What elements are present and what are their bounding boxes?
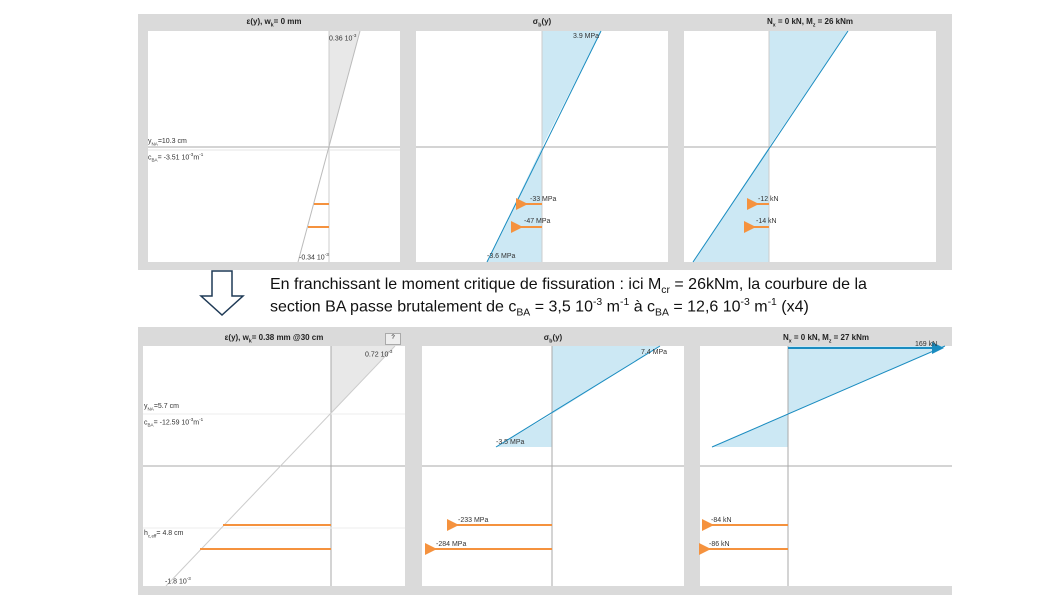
caption-sub: BA	[655, 307, 669, 319]
title-text: N	[783, 333, 789, 342]
value-text: -1.8 10	[165, 578, 187, 586]
top-cba-label: cBA= -3.51 10-3m-1	[148, 152, 204, 163]
top-stress-bar2-value: -47 MPa	[524, 218, 551, 225]
cba-unit-exp: -1	[199, 417, 204, 422]
yna-value: =10.3 cm	[157, 138, 187, 145]
value-text: -0.34 10	[299, 254, 325, 262]
title-text: (y)	[552, 333, 563, 342]
caption-sup: -1	[767, 297, 777, 308]
title-sub: k	[270, 22, 274, 29]
caption-line-2: section BA passe brutalement de cBA = 3,…	[270, 297, 809, 319]
top-stress-top-value: 3.9 MPa	[573, 33, 600, 40]
title-sub: x	[772, 22, 776, 29]
caption-text: En franchissant le moment critique de fi…	[270, 276, 662, 293]
title-sub: b	[549, 338, 553, 345]
bottom-forces-bar1-value: -84 kN	[711, 517, 732, 524]
bottom-strain-line	[165, 345, 396, 587]
bottom-stress-line	[495, 345, 661, 448]
bottom-stress-top-value: 7.4 MPa	[641, 349, 668, 356]
bottom-forces-top-value: 169 kN	[915, 341, 938, 348]
top-strain-title: ε(y), wk= 0 mm	[148, 17, 400, 29]
title-text: σ	[543, 333, 550, 342]
title-text: (y)	[541, 17, 552, 26]
caption-sub: BA	[516, 307, 531, 319]
caption-text: à c	[629, 298, 656, 316]
top-stress-bottom-value: -3.6 MPa	[487, 253, 516, 260]
cba-unit: m	[193, 419, 200, 427]
bottom-hceff-label: hc,eff= 4.8 cm	[144, 530, 184, 539]
value-exp: -3	[388, 349, 393, 354]
value-text: 0.72 10	[365, 351, 389, 359]
caption-sup: -3	[740, 297, 750, 308]
title-text: σ	[532, 17, 539, 26]
caption-sub: cr	[661, 285, 670, 297]
bottom-stress-bar1-value: -233 MPa	[458, 517, 489, 524]
title-sub: b	[538, 22, 542, 29]
bottom-strain-bottom-value: -1.8 10-3	[165, 576, 191, 585]
top-stress-title: σb(y)	[416, 17, 668, 29]
cba-exp: -3	[189, 152, 194, 157]
hceff-value: = 4.8 cm	[156, 530, 184, 537]
caption-text: = 12,6 10	[668, 298, 741, 316]
title-sub: z	[828, 338, 832, 345]
caption-text: m	[749, 298, 768, 316]
title-text: ε(y), w	[224, 333, 249, 342]
bottom-stress-title: σb(y)	[422, 333, 684, 345]
caption-text: (x4)	[776, 298, 809, 316]
title-text: N	[767, 17, 773, 26]
bottom-forces-title: Nx = 0 kN, Mz = 27 kNm	[700, 333, 952, 345]
bottom-yna-label: yNA=5.7 cm	[144, 403, 179, 412]
caption-sup: -1	[620, 297, 630, 308]
top-forces-bar2-value: -14 kN	[756, 218, 777, 225]
cba-value: = -3.51 10	[157, 154, 190, 162]
down-arrow-icon	[199, 270, 245, 317]
caption-text: section BA passe brutalement de c	[270, 298, 517, 316]
top-strain-line	[297, 30, 361, 263]
bottom-forces-line	[711, 345, 946, 448]
help-button[interactable]: ?	[385, 333, 401, 345]
cba-unit-exp: -1	[199, 152, 204, 157]
value-text: 0.36 10	[329, 35, 353, 43]
title-sub: x	[788, 338, 792, 345]
top-forces-line	[692, 30, 849, 263]
top-yna-label: yNA=10.3 cm	[148, 138, 187, 147]
caption-line-1: En franchissant le moment critique de fi…	[270, 276, 867, 296]
title-text: = 0 kN, M	[791, 333, 829, 342]
top-forces-bar1-value: -12 kN	[758, 196, 779, 203]
bottom-strain-title: ε(y), wk= 0.38 mm @30 cm	[143, 333, 405, 345]
title-text: = 27 kNm	[831, 333, 869, 342]
value-exp: -3	[324, 252, 329, 257]
caption-text: = 3,5 10	[530, 298, 593, 316]
bottom-stress-bottom-value: -3.5 MPa	[496, 439, 525, 446]
top-strain-bottom-value: -0.34 10-3	[299, 252, 329, 261]
yna-value: =5.7 cm	[153, 403, 179, 410]
title-sub: k	[248, 338, 252, 345]
caption-text: = 26kNm, la courbure de la	[669, 276, 867, 293]
title-text: = 26 kNm	[815, 17, 853, 26]
title-sub: z	[812, 22, 816, 29]
top-stress-bar1-value: -33 MPa	[530, 196, 557, 203]
bottom-strain-top-value: 0.72 10-3	[365, 349, 392, 358]
title-text: = 0 mm	[273, 17, 302, 26]
caption-text: m	[602, 298, 620, 316]
value-exp: -3	[352, 33, 357, 38]
top-forces-title: Nx = 0 kN, Mz = 26 kNm	[684, 17, 936, 29]
cba-unit: m	[193, 154, 200, 162]
value-exp: -3	[186, 576, 191, 581]
top-strain-top-value: 0.36 10-3	[329, 33, 356, 42]
bottom-stress-bar2-value: -284 MPa	[436, 541, 467, 548]
bottom-forces-bar2-value: -86 kN	[709, 541, 730, 548]
title-text: = 0 kN, M	[775, 17, 813, 26]
cba-exp: -3	[189, 417, 194, 422]
title-text: ε(y), w	[246, 17, 271, 26]
top-stress-line	[486, 30, 602, 263]
bottom-cba-label: cBA= -12.59 10-3m-1	[144, 417, 204, 428]
title-text: = 0.38 mm @30 cm	[251, 333, 324, 342]
caption-sup: -3	[592, 297, 603, 308]
cba-value: = -12.59 10	[153, 419, 190, 427]
